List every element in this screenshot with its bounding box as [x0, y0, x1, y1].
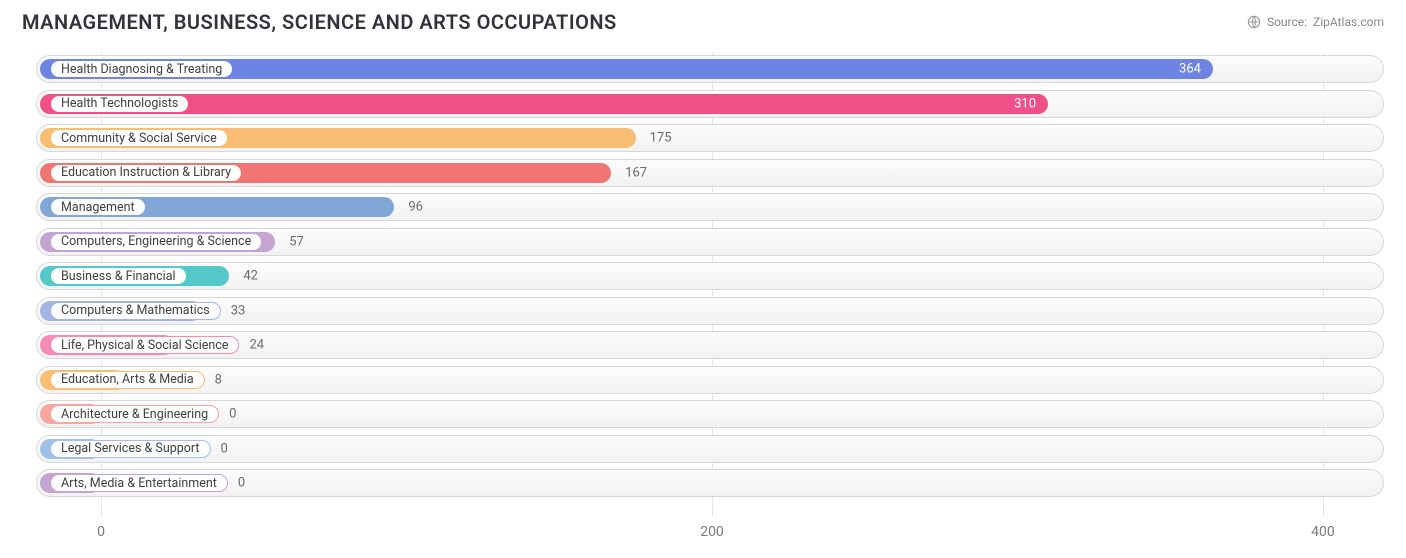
plot-area: Health Diagnosing & Treating 364 Health Te…: [16, 52, 1390, 540]
bar-label: Education Instruction & Library: [50, 164, 242, 182]
bar-label: Computers & Mathematics: [50, 302, 221, 320]
source-name: ZipAtlas.com: [1313, 15, 1384, 29]
bar-value: 364: [1179, 62, 1201, 77]
chart-source: Source: ZipAtlas.com: [1247, 15, 1384, 29]
bar-label: Business & Financial: [50, 267, 187, 285]
bar-value: 167: [625, 165, 647, 180]
axis-layer: 0 200 400: [16, 52, 1390, 540]
bar-label: Legal Services & Support: [50, 440, 211, 458]
bar-value: 42: [243, 269, 258, 284]
bar-value: 8: [215, 372, 222, 387]
chart-container: MANAGEMENT, BUSINESS, SCIENCE AND ARTS O…: [0, 0, 1406, 558]
globe-icon: [1247, 15, 1261, 29]
bar-label: Community & Social Service: [50, 129, 228, 147]
bar-label: Education, Arts & Media: [50, 371, 205, 389]
bar-value: 0: [229, 407, 236, 422]
bar-label: Architecture & Engineering: [50, 405, 219, 423]
chart-title: MANAGEMENT, BUSINESS, SCIENCE AND ARTS O…: [22, 10, 617, 34]
source-label: Source:: [1267, 15, 1307, 29]
bar-value: 57: [289, 234, 304, 249]
bar-value: 0: [221, 441, 228, 456]
bar-value: 175: [650, 131, 672, 146]
x-tick-label: 200: [700, 524, 724, 540]
bar-label: Management: [50, 198, 146, 216]
bar-label: Computers, Engineering & Science: [50, 233, 262, 251]
bar-value: 96: [408, 200, 423, 215]
bar-value: 24: [249, 338, 264, 353]
bar-value: 310: [1014, 96, 1036, 111]
chart-header: MANAGEMENT, BUSINESS, SCIENCE AND ARTS O…: [16, 10, 1390, 34]
bar-label: Life, Physical & Social Science: [50, 336, 239, 354]
bar-label: Arts, Media & Entertainment: [50, 474, 228, 492]
bar-label: Health Technologists: [50, 95, 189, 113]
x-tick-label: 400: [1311, 524, 1335, 540]
bar-value: 33: [231, 303, 246, 318]
x-tick-label: 0: [97, 524, 105, 540]
bar-value: 0: [238, 476, 245, 491]
bar-label: Health Diagnosing & Treating: [50, 60, 233, 78]
